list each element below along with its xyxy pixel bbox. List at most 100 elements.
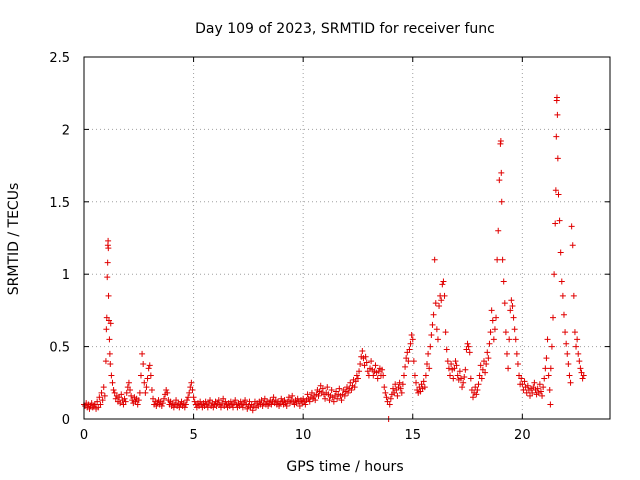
data-point [381, 384, 388, 391]
data-point [210, 404, 217, 411]
data-point [382, 389, 389, 396]
data-point [319, 385, 326, 392]
data-point [143, 384, 150, 391]
y-tick-label: 1 [62, 268, 70, 283]
data-point [186, 389, 193, 396]
data-point [287, 400, 294, 407]
data-point [182, 401, 189, 408]
data-point [127, 387, 134, 394]
data-point [444, 358, 451, 365]
data-point [428, 332, 435, 339]
data-point [249, 407, 256, 414]
data-point [107, 360, 114, 367]
x-tick-label: 15 [404, 428, 421, 443]
data-point [104, 274, 111, 281]
data-point [508, 297, 515, 304]
data-point [420, 378, 427, 385]
data-point [470, 394, 477, 401]
data-point [512, 336, 519, 343]
data-point [423, 360, 430, 367]
data-point [539, 392, 546, 399]
data-point [509, 303, 516, 310]
data-point [565, 360, 572, 367]
data-point [144, 375, 151, 382]
data-point [164, 389, 171, 396]
data-point [465, 343, 472, 350]
data-point [511, 326, 518, 333]
data-point [387, 395, 394, 402]
data-point [102, 358, 109, 365]
data-point [390, 385, 397, 392]
data-point [461, 374, 468, 381]
data-point [359, 347, 366, 354]
data-point [534, 385, 541, 392]
data-point [222, 398, 229, 405]
data-point [394, 392, 401, 399]
data-point [368, 358, 375, 365]
data-point [536, 381, 543, 388]
data-point [574, 336, 581, 343]
data-point [160, 395, 167, 402]
data-point [338, 397, 345, 404]
data-point [460, 379, 467, 386]
data-point [402, 363, 409, 370]
data-point [289, 392, 296, 399]
data-point [158, 402, 165, 409]
data-point [541, 375, 548, 382]
data-point [488, 307, 495, 314]
data-point [570, 292, 577, 299]
data-point [575, 350, 582, 357]
data-point [191, 398, 198, 405]
data-point [557, 249, 564, 256]
data-point [217, 404, 224, 411]
data-point [421, 384, 428, 391]
data-point [107, 320, 114, 327]
data-point [108, 372, 115, 379]
data-point [487, 329, 494, 336]
data-point [427, 343, 434, 350]
data-point [283, 402, 290, 409]
data-point [434, 336, 441, 343]
data-point [411, 372, 418, 379]
data-point [556, 217, 563, 224]
chart-title: Day 109 of 2023, SRMTID for receiver fun… [195, 21, 495, 37]
data-point [564, 350, 571, 357]
data-point [302, 401, 309, 408]
data-point [491, 326, 498, 333]
data-point [466, 349, 473, 356]
data-point [442, 329, 449, 336]
data-point [555, 191, 562, 198]
data-point [315, 392, 322, 399]
data-point [505, 365, 512, 372]
data-point [453, 362, 460, 369]
data-point [202, 398, 209, 405]
data-point [399, 381, 406, 388]
data-point [109, 379, 116, 386]
data-point [101, 392, 108, 399]
data-points [81, 94, 587, 422]
data-point [543, 355, 550, 362]
data-point [432, 300, 439, 307]
data-point [135, 397, 142, 404]
data-point [547, 401, 554, 408]
x-tick-label: 10 [295, 428, 312, 443]
data-point [121, 395, 128, 402]
data-point [551, 271, 558, 278]
data-point [554, 155, 561, 162]
data-point [500, 278, 507, 285]
data-point [396, 379, 403, 386]
data-point [184, 397, 191, 404]
data-point [576, 358, 583, 365]
data-point [439, 281, 446, 288]
data-point [380, 372, 387, 379]
data-point [443, 346, 450, 353]
data-point [185, 394, 192, 401]
data-point [562, 329, 569, 336]
data-point [362, 353, 369, 360]
data-point [363, 359, 370, 366]
y-tick-label: 2 [62, 123, 70, 138]
data-point [473, 391, 480, 398]
data-point [357, 360, 364, 367]
data-point [383, 394, 390, 401]
data-point [140, 360, 147, 367]
